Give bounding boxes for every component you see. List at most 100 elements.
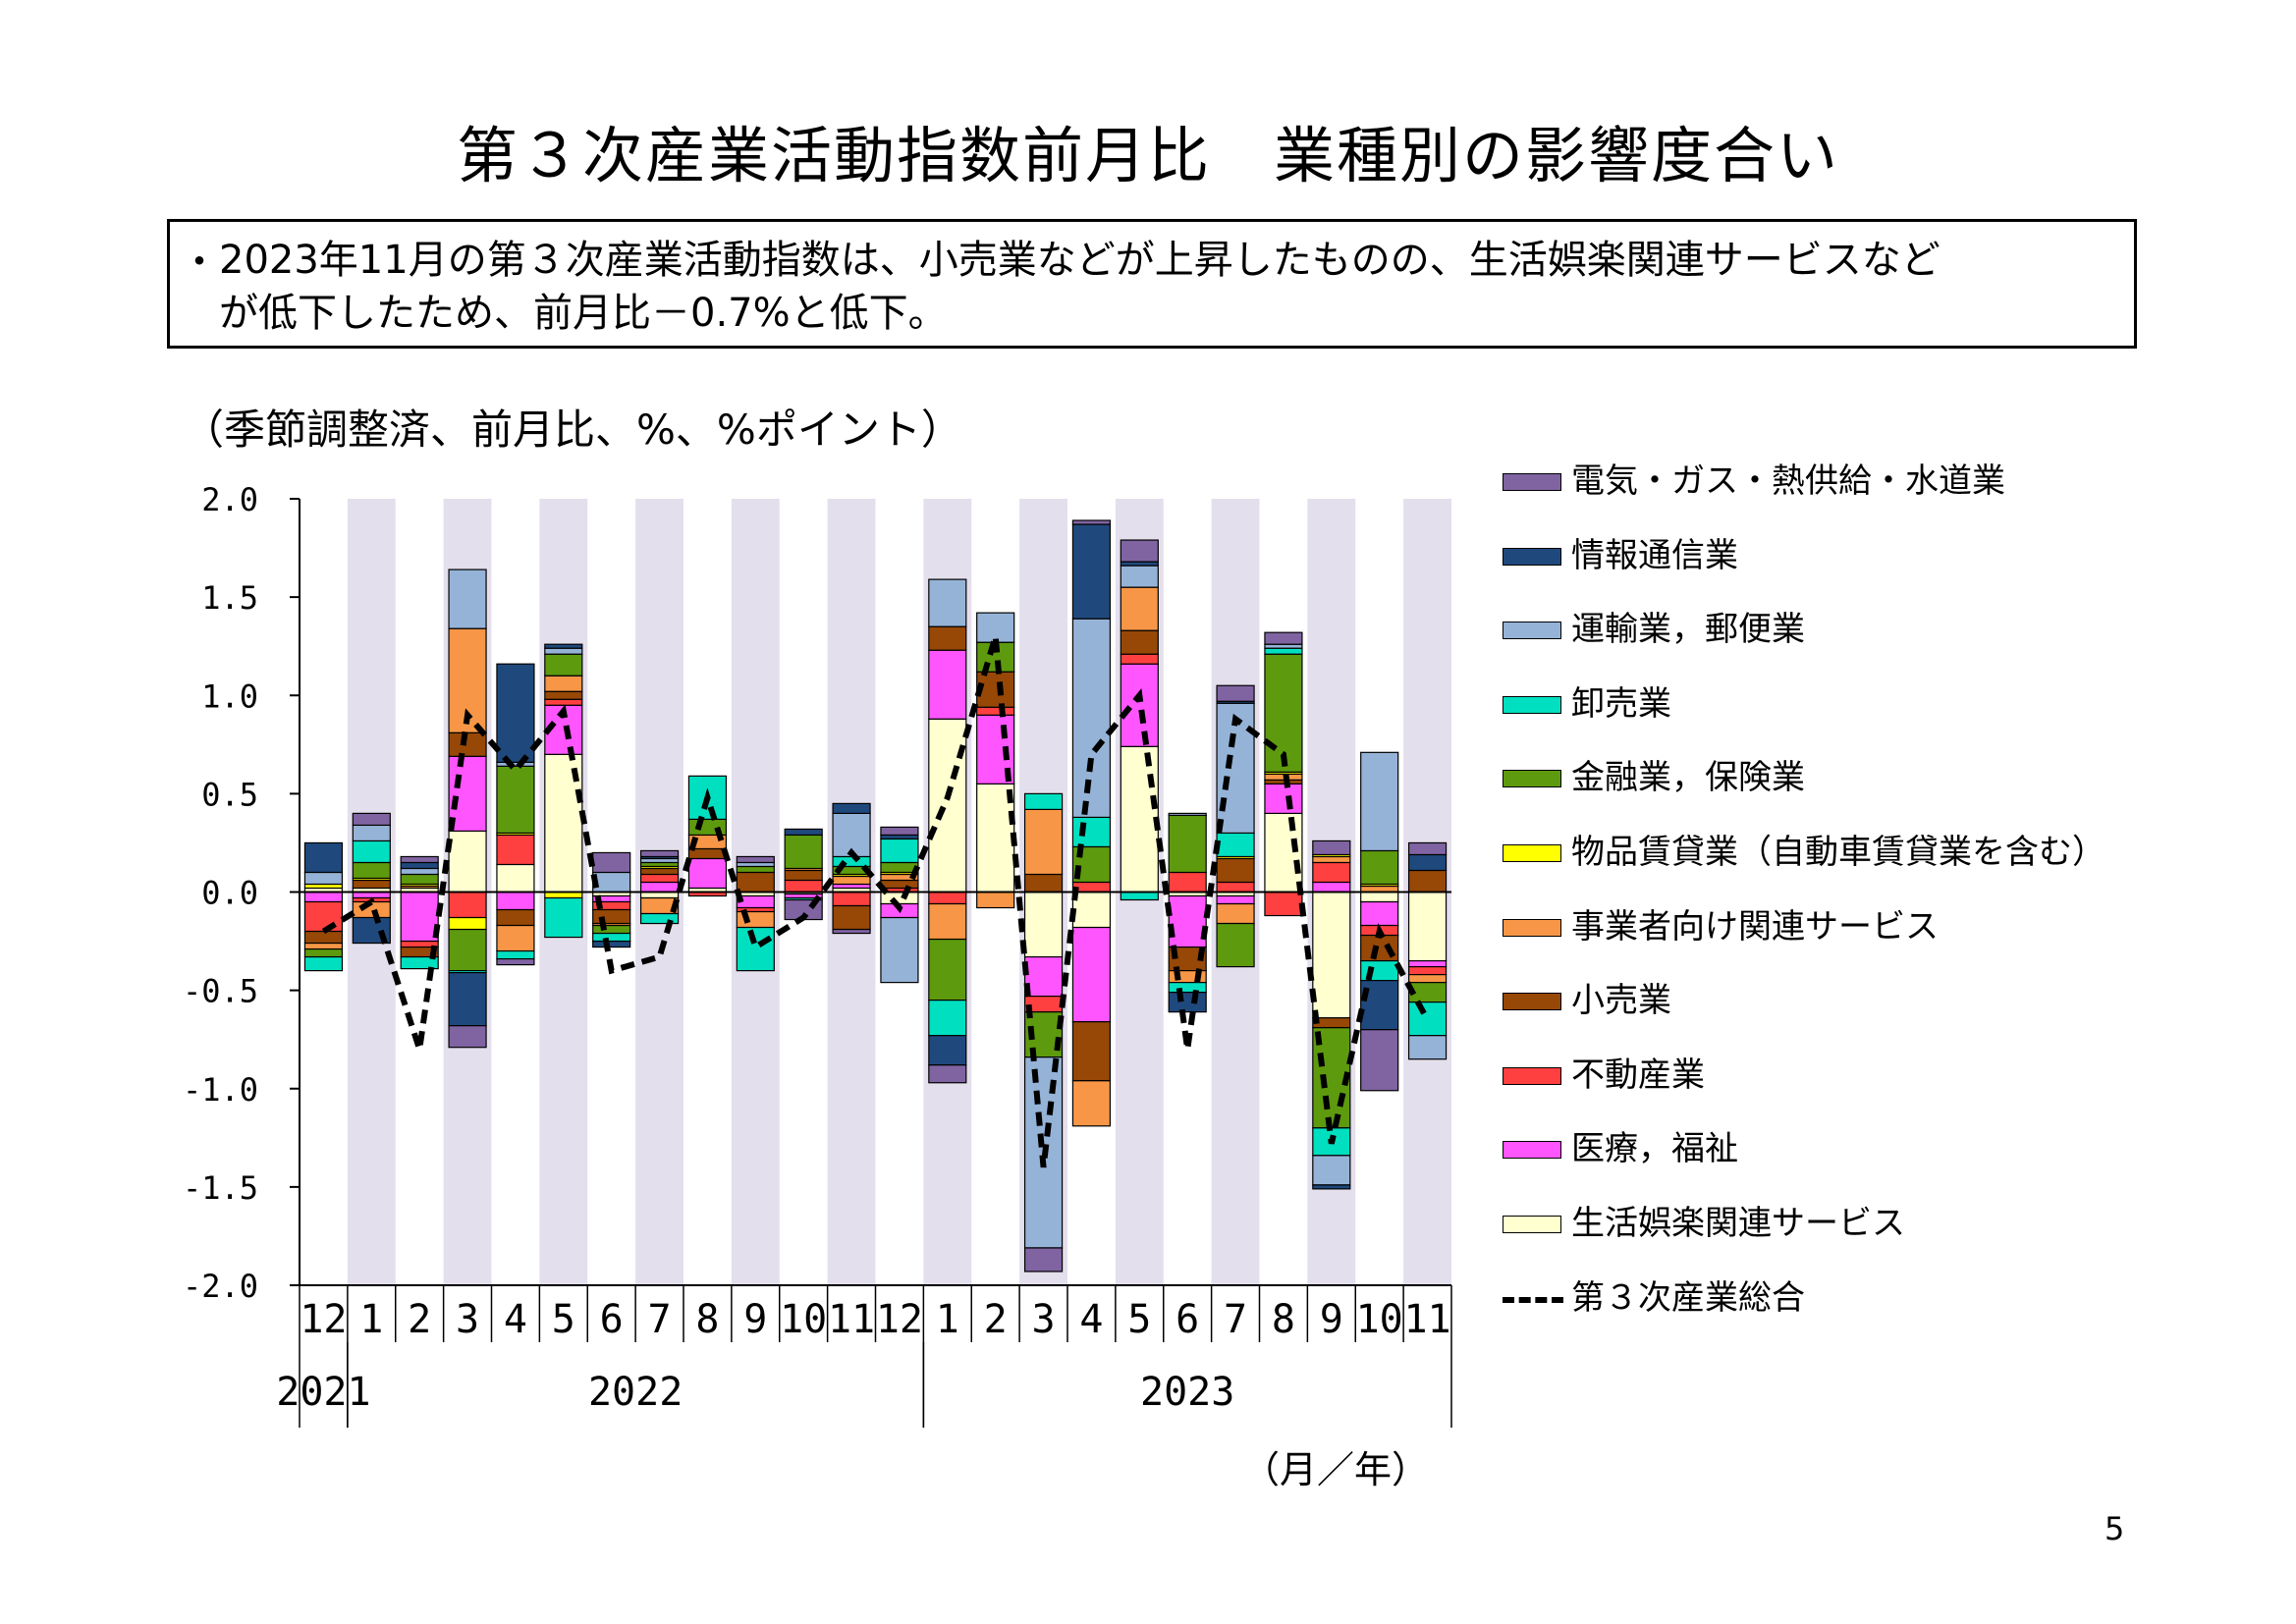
bar-segment <box>303 930 344 945</box>
bar-segment <box>448 830 487 893</box>
y-tick-label: 0.0 <box>201 875 258 912</box>
year-label: 2021 <box>276 1370 370 1415</box>
x-tick-label: 1 <box>359 1297 383 1342</box>
bar-segment <box>1360 1029 1399 1092</box>
bar-segment <box>736 855 775 864</box>
bar-segment <box>784 834 823 870</box>
bar-segment <box>496 863 535 893</box>
x-tick-label: 3 <box>456 1297 479 1342</box>
bar-segment <box>544 896 583 939</box>
summary-box: ・ 2023年11月の第３次産業活動指数は、小売業などが上昇したものの、生活娯楽… <box>167 219 2137 349</box>
legend-label: 金融業，保険業 <box>1571 758 1805 798</box>
legend-label: 情報通信業 <box>1571 535 1738 575</box>
bar-segment <box>592 908 631 925</box>
bar-segment <box>1264 783 1303 814</box>
bar-segment <box>639 867 680 876</box>
bar-segment <box>303 871 344 886</box>
bar-segment <box>352 812 391 827</box>
x-tick-label: 7 <box>648 1297 672 1342</box>
legend-label: 物品賃貸業（自動車賃貸業を含む） <box>1571 833 2105 872</box>
bar-segment <box>303 891 344 903</box>
bar-segment <box>1407 853 1448 872</box>
bar-segment <box>1216 922 1255 968</box>
bar-segment <box>880 916 919 984</box>
bar-segment <box>639 861 680 868</box>
x-tick-label: 4 <box>504 1297 527 1342</box>
bar-segment <box>976 706 1015 716</box>
bar-segment <box>928 902 967 941</box>
x-tick-label: 11 <box>828 1297 875 1342</box>
bar-segment <box>1264 891 1303 917</box>
bar-segment <box>496 949 535 960</box>
bar-segment <box>1264 647 1303 655</box>
bar-segment <box>592 851 631 874</box>
bar-segment <box>880 838 919 864</box>
bar-segment <box>1168 992 1207 1013</box>
bar-segment <box>448 1025 487 1049</box>
legend-swatch <box>1503 1141 1561 1160</box>
bar-segment <box>1407 1035 1448 1060</box>
bar-segment <box>1071 519 1112 525</box>
x-tick-label: 4 <box>1079 1297 1103 1342</box>
bar-segment <box>639 881 680 893</box>
bar-segment <box>448 731 487 757</box>
bar-segment <box>1071 816 1112 848</box>
legend-label: 第３次産業総合 <box>1571 1277 1805 1318</box>
legend-label: 生活娯楽関連サービス <box>1571 1204 1905 1243</box>
bar-segment <box>1264 643 1303 649</box>
bar-segment <box>832 883 871 890</box>
legend-swatch <box>1503 547 1561 566</box>
x-tick-label: 3 <box>1032 1297 1056 1342</box>
bar-segment <box>592 924 631 935</box>
bullet: ・ <box>180 240 219 285</box>
bar-segment <box>1407 965 1448 976</box>
bar-segment <box>928 938 967 1001</box>
bar-segment <box>352 839 391 864</box>
bar-segment <box>784 879 823 893</box>
bar-segment <box>880 891 919 905</box>
bar-segment <box>592 871 631 893</box>
bar-segment <box>1407 959 1448 968</box>
legend-label: 小売業 <box>1571 981 1671 1021</box>
y-tick-label: 1.5 <box>201 579 258 617</box>
page-title: 第３次産業活動指数前月比 業種別の影響度合い <box>456 120 1839 191</box>
bar-segment <box>687 857 728 890</box>
bar-segment <box>1120 663 1159 747</box>
bar-segment <box>496 761 535 767</box>
bar-segment <box>639 849 680 858</box>
bar-segment <box>1216 902 1255 925</box>
bar-segment <box>496 834 535 866</box>
year-label: 2023 <box>1140 1370 1234 1415</box>
bar-segment <box>496 891 535 911</box>
bar-segment <box>1312 1184 1351 1190</box>
bar-segment <box>544 647 583 655</box>
legend-label: 運輸業，郵便業 <box>1571 610 1805 650</box>
bar-segment <box>1168 982 1207 994</box>
x-tick-label: 2 <box>408 1297 431 1342</box>
legend-label: 事業者向け関連サービス <box>1571 906 1939 947</box>
bar-segment <box>1120 539 1159 563</box>
legend-label: 電気・ガス・熱供給・水道業 <box>1571 461 2005 501</box>
bar-segment <box>1407 869 1448 893</box>
bar-segment <box>928 578 967 627</box>
bar-segment <box>400 873 439 886</box>
x-tick-label: 11 <box>1403 1297 1450 1342</box>
bar-segment <box>1312 1155 1351 1186</box>
x-tick-label: 5 <box>552 1297 575 1342</box>
bar-segment <box>1023 955 1064 998</box>
bar-segment <box>1120 629 1159 655</box>
bar-segment <box>639 857 680 864</box>
bar-segment <box>400 891 439 943</box>
bar-segment <box>496 957 535 966</box>
bar-segment <box>1407 974 1448 984</box>
legend-swatch <box>1503 1216 1561 1233</box>
bar-segment <box>928 1000 967 1037</box>
bar-segment <box>400 867 439 876</box>
bar-segment <box>1216 832 1255 858</box>
bar-segment <box>784 828 823 837</box>
legend-label: 医療，福祉 <box>1571 1129 1738 1169</box>
bar-segment <box>1312 891 1351 1019</box>
x-tick-label: 6 <box>600 1297 624 1342</box>
bar-segment <box>496 924 535 952</box>
